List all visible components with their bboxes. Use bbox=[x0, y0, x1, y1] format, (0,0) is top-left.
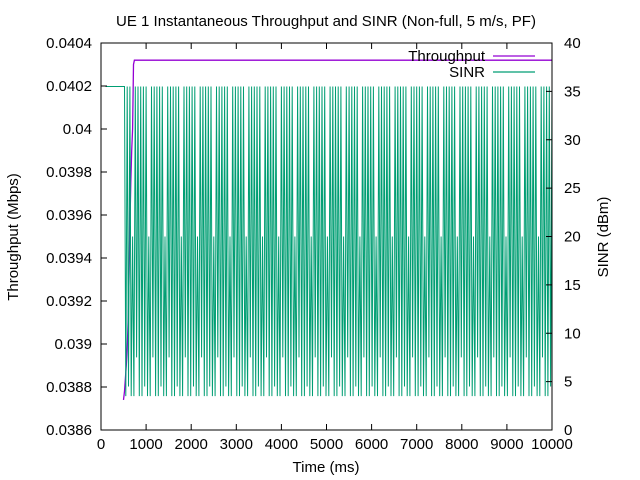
x-tick-label: 2000 bbox=[175, 436, 208, 453]
y2-tick-label: 10 bbox=[564, 325, 581, 342]
legend: Throughput SINR bbox=[408, 48, 535, 81]
x-tick-label: 9000 bbox=[490, 436, 523, 453]
y2-tick-label: 30 bbox=[564, 132, 581, 149]
y2-tick-label: 40 bbox=[564, 35, 581, 52]
y2-axis-label: SINR (dBm) bbox=[595, 197, 612, 278]
y-tick-label: 0.0392 bbox=[46, 293, 92, 310]
x-tick-label: 3000 bbox=[220, 436, 253, 453]
x-tick-label: 0 bbox=[97, 436, 105, 453]
y-tick-label: 0.0388 bbox=[46, 379, 92, 396]
y2-tick-label: 20 bbox=[564, 229, 581, 246]
x-tick-label: 10000 bbox=[531, 436, 573, 453]
y-tick-label: 0.0398 bbox=[46, 164, 92, 181]
y-tick-label: 0.0396 bbox=[46, 207, 92, 224]
y2-tick-label: 0 bbox=[564, 422, 572, 439]
x-tick-label: 1000 bbox=[129, 436, 162, 453]
y-tick-label: 0.0386 bbox=[46, 422, 92, 439]
y2-tick-label: 35 bbox=[564, 83, 581, 100]
x-tick-label: 4000 bbox=[265, 436, 298, 453]
y-axis-left: 0.0386 0.0388 0.039 0.0392 0.0394 0.0396 0.039… bbox=[46, 35, 107, 439]
legend-label-throughput: Throughput bbox=[408, 48, 486, 65]
x-tick-label: 6000 bbox=[355, 436, 388, 453]
chart-title: UE 1 Instantaneous Throughput and SINR (… bbox=[116, 13, 536, 30]
y2-tick-label: 15 bbox=[564, 277, 581, 294]
x-tick-label: 5000 bbox=[310, 436, 343, 453]
y-tick-label: 0.04 bbox=[63, 121, 92, 138]
x-tick-label: 7000 bbox=[400, 436, 433, 453]
y-axis-right: 0 5 10 15 20 25 30 35 40 bbox=[546, 35, 581, 439]
sinr-series bbox=[105, 86, 553, 397]
legend-label-sinr: SINR bbox=[449, 64, 485, 81]
y-axis-label: Throughput (Mbps) bbox=[5, 173, 22, 301]
x-axis: 0 1000 2000 3000 4000 5000 6000 7000 8000 9000 100… bbox=[97, 43, 573, 453]
y-tick-label: 0.039 bbox=[54, 336, 92, 353]
y-tick-label: 0.0404 bbox=[46, 35, 92, 52]
y2-tick-label: 25 bbox=[564, 180, 581, 197]
x-axis-label: Time (ms) bbox=[293, 459, 360, 476]
x-tick-label: 8000 bbox=[445, 436, 478, 453]
y2-tick-label: 5 bbox=[564, 374, 572, 391]
y-tick-label: 0.0402 bbox=[46, 78, 92, 95]
y-tick-label: 0.0394 bbox=[46, 250, 92, 267]
sinr-line bbox=[105, 86, 553, 397]
